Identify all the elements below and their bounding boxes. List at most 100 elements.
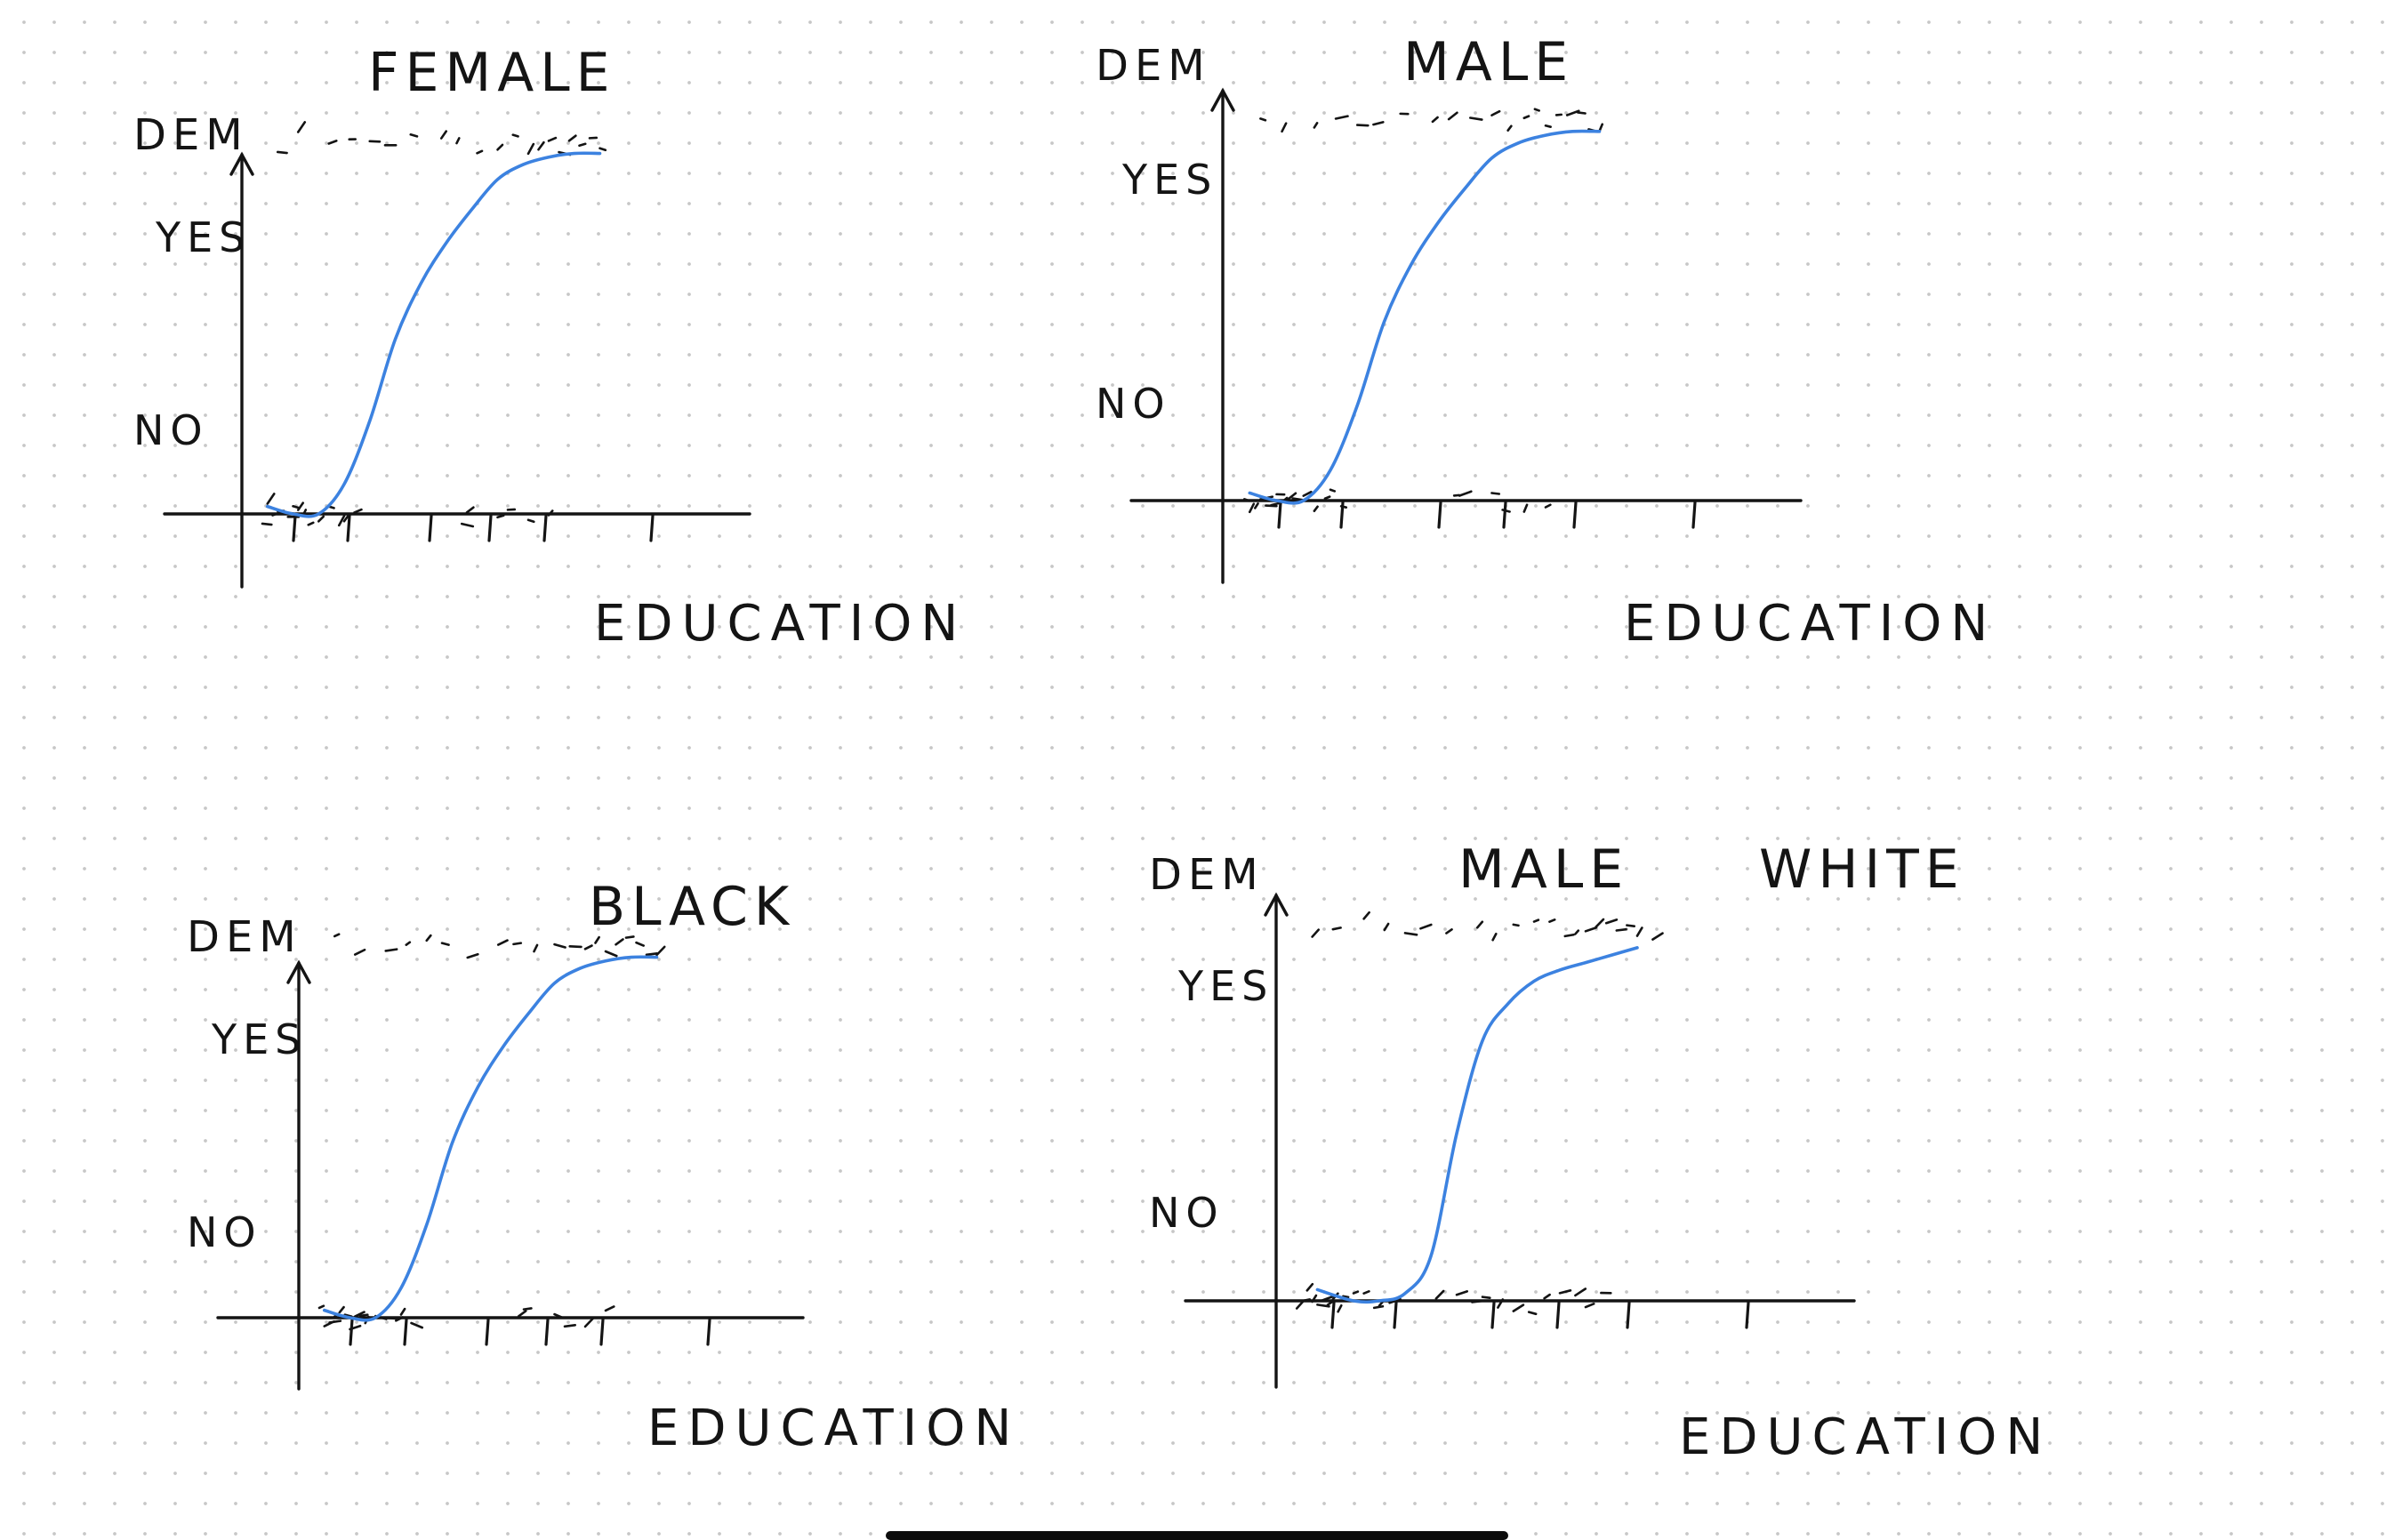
x-tick-3 <box>486 1319 488 1344</box>
yes-point <box>1586 927 1596 931</box>
yes-point <box>1549 919 1554 921</box>
yes-point <box>1385 924 1388 930</box>
yes-point <box>498 941 507 945</box>
fitted-curve <box>268 153 600 517</box>
no-point <box>1354 1292 1358 1294</box>
yes-point <box>441 132 446 139</box>
no-point <box>1364 1291 1370 1293</box>
no-point <box>585 1319 593 1327</box>
no-point <box>1586 1303 1594 1307</box>
no-point <box>262 524 271 525</box>
x-axis-label: EDUCATION <box>647 1400 1020 1457</box>
x-tick-5 <box>601 1319 603 1344</box>
chart-title: BLACK <box>589 876 795 938</box>
no-point <box>1436 1291 1443 1299</box>
yes-point <box>298 122 305 132</box>
yes-point <box>1524 116 1529 118</box>
yes-point <box>1508 126 1512 131</box>
yes-point <box>355 950 365 954</box>
no-point <box>386 1318 398 1319</box>
chart-title: MALE <box>1403 31 1574 93</box>
yes-point <box>569 136 575 141</box>
yes-point <box>1449 113 1457 119</box>
no-point <box>1546 505 1550 508</box>
yes-point <box>1260 118 1265 120</box>
yes-point <box>406 942 410 945</box>
yes-point <box>647 953 657 954</box>
x-axis-label: EDUCATION <box>1624 595 1996 653</box>
no-point <box>268 493 275 503</box>
no-point <box>1482 1297 1490 1298</box>
yes-point <box>1433 117 1438 122</box>
no-point <box>412 1323 422 1327</box>
no-point <box>1545 1295 1550 1298</box>
y-tick-label-no: NO <box>133 406 209 454</box>
fitted-curve <box>1317 948 1637 1302</box>
yes-point <box>596 937 599 942</box>
chart-subtitle: WHITE <box>1759 838 1965 901</box>
no-point <box>1529 1312 1536 1314</box>
yes-point <box>585 946 591 950</box>
no-point <box>319 1306 324 1308</box>
no-point <box>462 524 473 526</box>
yes-point <box>657 947 665 955</box>
no-point <box>1472 1301 1482 1302</box>
yes-point <box>570 946 582 947</box>
yes-point <box>1373 122 1383 124</box>
no-point <box>498 516 504 517</box>
no-point <box>528 520 534 522</box>
yes-point <box>1637 927 1642 935</box>
y-tick-label-yes: YES <box>211 1015 307 1063</box>
y-axis-label: DEM <box>1149 850 1265 900</box>
x-tick-5 <box>1574 502 1576 527</box>
no-point <box>1459 492 1471 496</box>
no-point <box>1255 503 1257 508</box>
yes-point <box>411 134 417 136</box>
no-point <box>309 523 314 525</box>
no-point <box>1338 1305 1342 1311</box>
x-axis-label: EDUCATION <box>1679 1408 2052 1466</box>
yes-point <box>442 943 449 945</box>
no-point <box>1302 1299 1310 1301</box>
yes-point <box>555 944 566 947</box>
x-tick-1 <box>1279 502 1281 527</box>
y-axis-label: DEM <box>1096 41 1211 91</box>
x-tick-2 <box>348 516 349 541</box>
no-point <box>1457 1291 1467 1295</box>
yes-point <box>1313 930 1319 937</box>
y-tick-label-no: NO <box>1149 1189 1225 1237</box>
no-point <box>340 1307 344 1312</box>
no-point <box>330 1321 341 1323</box>
yes-point <box>1652 934 1662 940</box>
y-tick-label-yes: YES <box>155 213 251 261</box>
chart-title: MALE <box>1458 838 1629 901</box>
yes-point <box>1514 925 1519 926</box>
no-point <box>565 1325 575 1326</box>
x-tick-2 <box>1394 1303 1396 1327</box>
fitted-curve <box>1249 132 1599 503</box>
yes-point <box>1492 111 1500 115</box>
no-point <box>1524 505 1527 512</box>
yes-point <box>334 934 339 936</box>
yes-point <box>1336 116 1347 119</box>
no-point <box>1330 490 1335 492</box>
yes-point <box>580 144 586 146</box>
x-tick-5 <box>544 516 546 541</box>
yes-point <box>457 138 460 143</box>
no-point <box>1514 1305 1523 1311</box>
y-tick-label-yes: YES <box>1121 156 1217 204</box>
x-tick-1 <box>1332 1303 1334 1327</box>
yes-point <box>1477 922 1482 928</box>
chart-title: FEMALE <box>368 42 616 104</box>
yes-point <box>1535 109 1539 111</box>
x-tick-6 <box>1693 502 1695 527</box>
no-point <box>1249 504 1254 512</box>
yes-point <box>1578 112 1585 113</box>
no-point <box>1297 1302 1303 1309</box>
x-tick-4 <box>489 516 491 541</box>
